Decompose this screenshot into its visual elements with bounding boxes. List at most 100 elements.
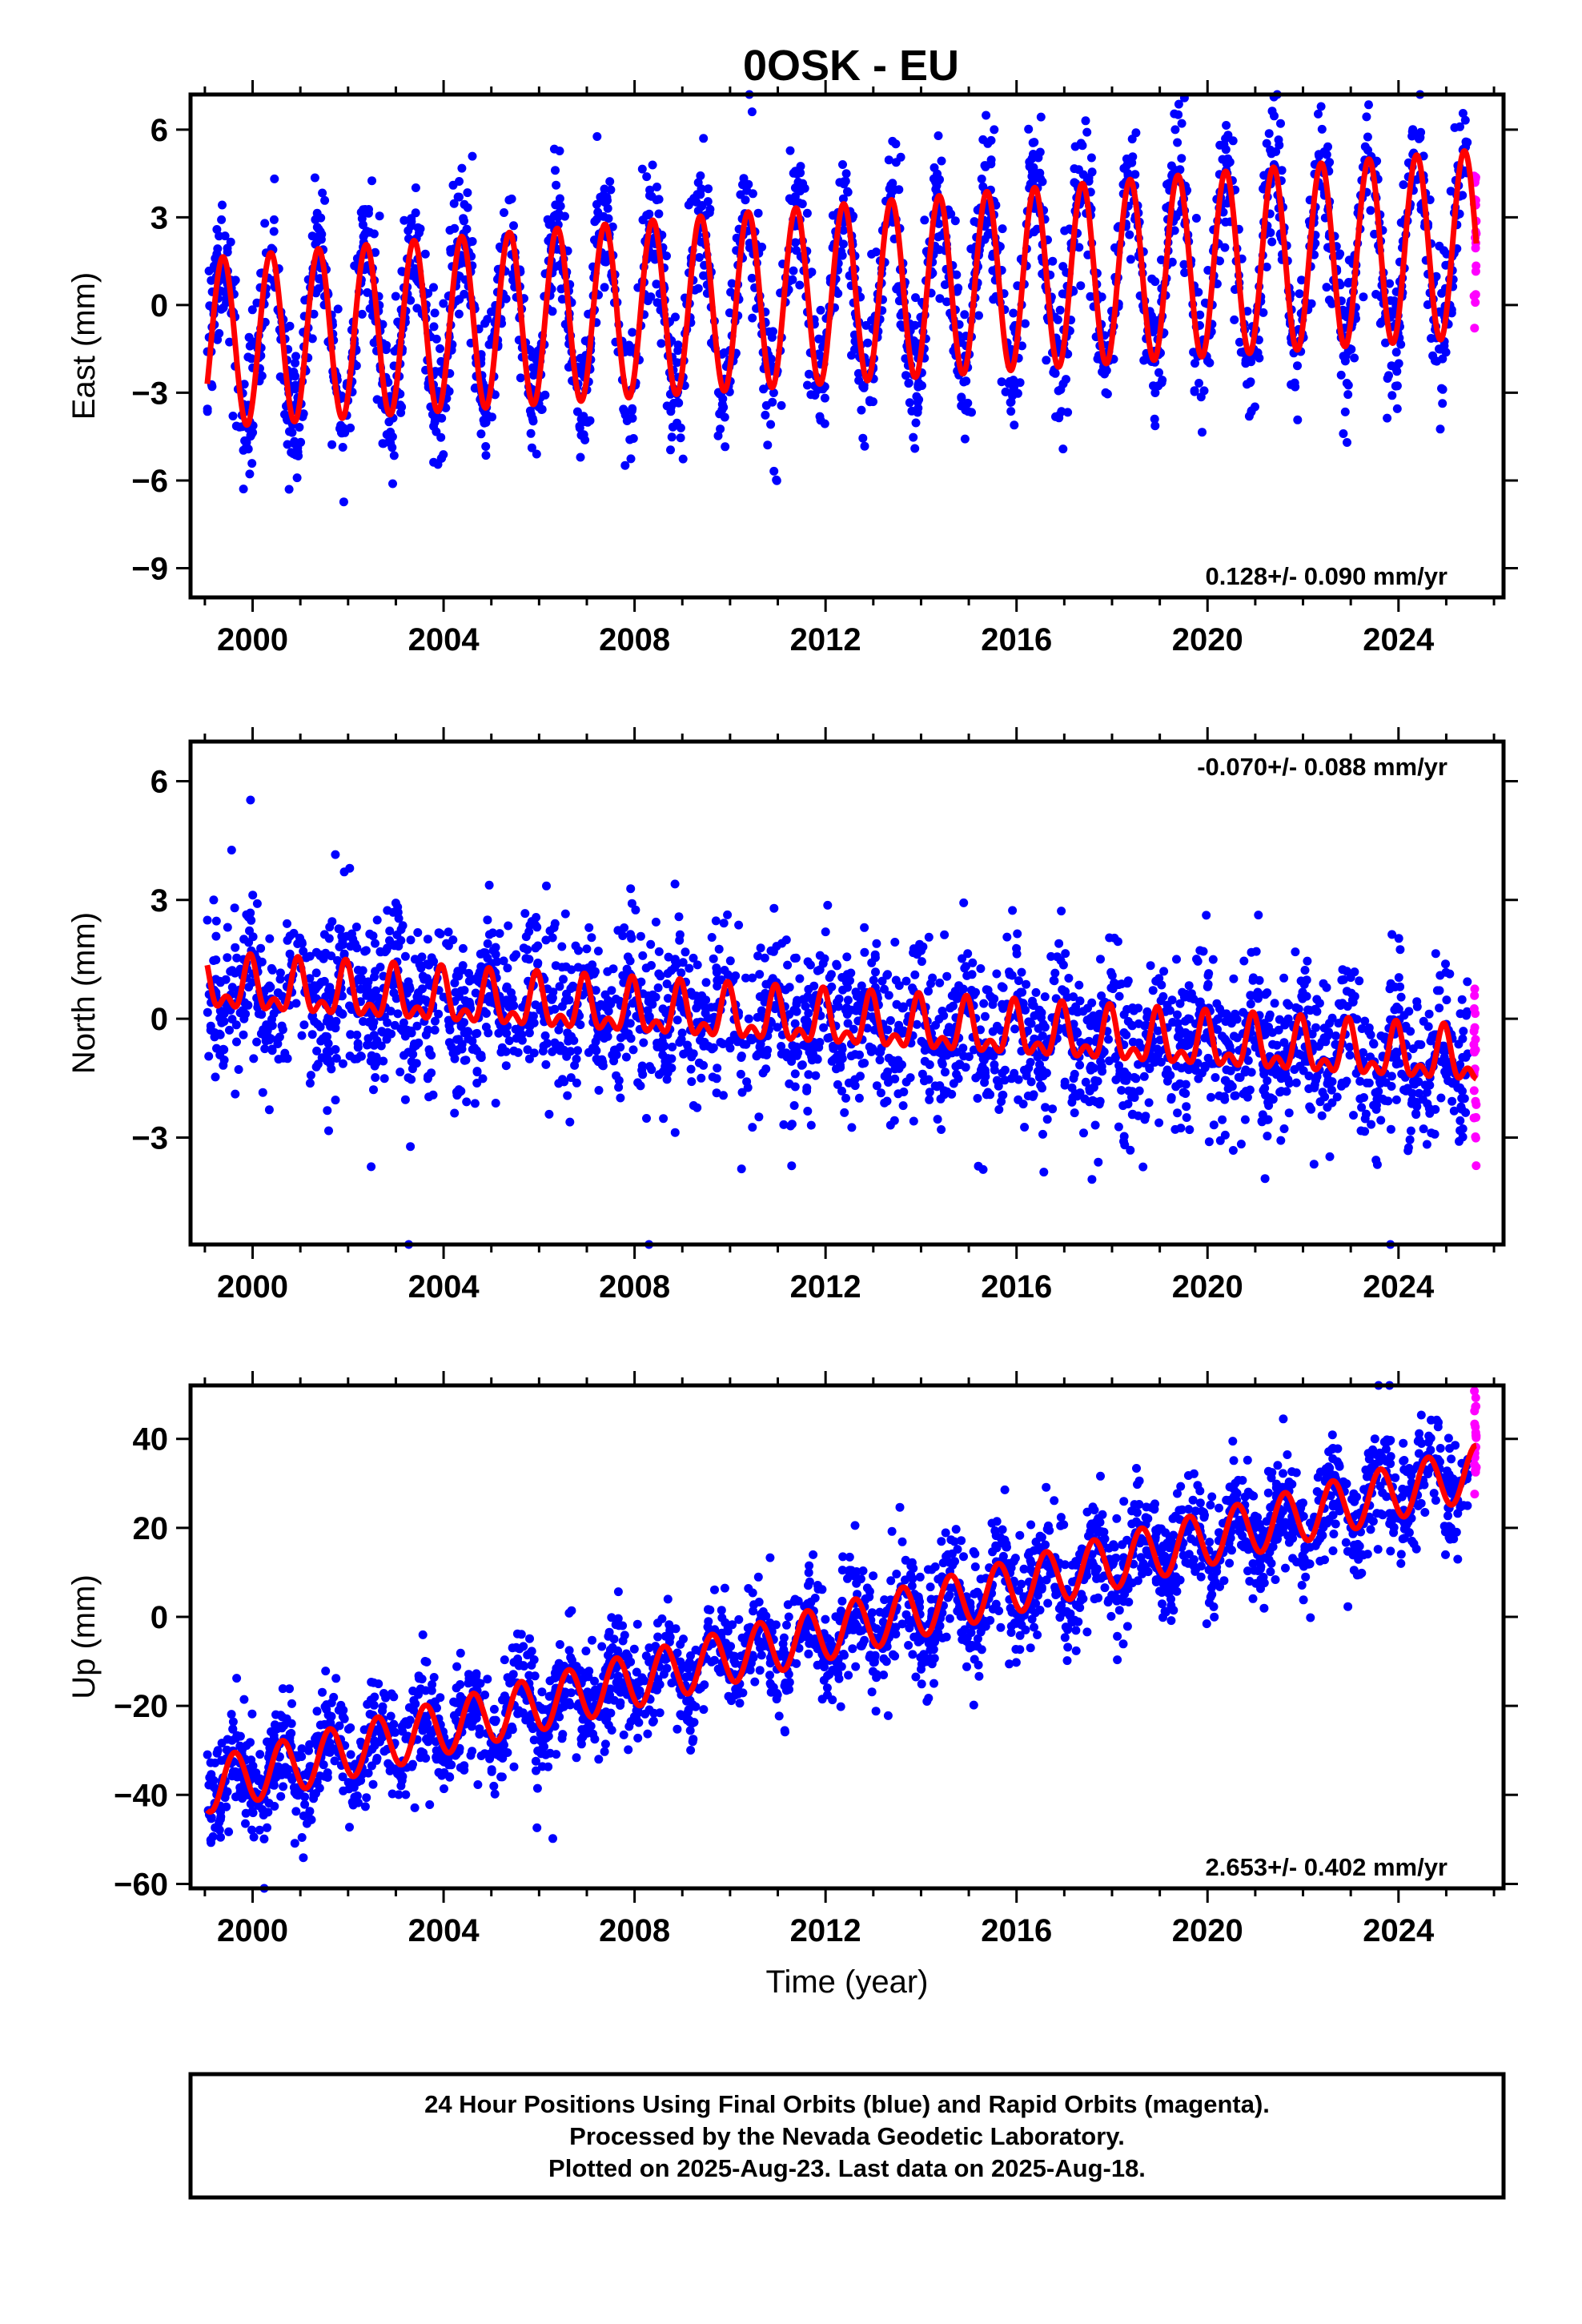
- final-orbit-point: [592, 215, 601, 224]
- final-orbit-point: [1102, 389, 1112, 399]
- final-orbit-point: [1459, 1027, 1468, 1036]
- final-orbit-point: [1054, 939, 1064, 948]
- final-orbit-point: [468, 151, 477, 161]
- final-orbit-point: [1131, 128, 1141, 138]
- final-orbit-point: [998, 224, 1007, 234]
- final-orbit-point: [269, 227, 279, 236]
- final-orbit-point: [1139, 356, 1149, 365]
- final-orbit-point: [1394, 973, 1403, 983]
- final-orbit-point: [439, 299, 448, 308]
- rapid-orbit-point: [1472, 261, 1481, 271]
- final-orbit-point: [331, 1045, 340, 1054]
- final-orbit-point: [206, 1021, 215, 1031]
- final-orbit-point: [1222, 1065, 1231, 1075]
- final-orbit-point: [1255, 975, 1264, 985]
- final-orbit-point: [869, 975, 878, 985]
- final-orbit-point: [942, 971, 952, 981]
- final-orbit-point: [1435, 1003, 1444, 1013]
- final-orbit-point: [753, 208, 763, 218]
- final-orbit-point: [1028, 138, 1038, 147]
- final-orbit-point: [501, 294, 511, 304]
- final-orbit-point: [654, 209, 664, 219]
- final-orbit-point: [1314, 109, 1323, 119]
- final-orbit-point: [213, 244, 223, 254]
- final-orbit-point: [905, 398, 914, 408]
- final-orbit-point: [756, 943, 765, 953]
- final-orbit-point: [712, 963, 721, 973]
- final-orbit-point: [321, 1031, 331, 1041]
- final-orbit-point: [926, 979, 935, 988]
- final-orbit-point: [369, 1085, 378, 1095]
- final-orbit-point: [998, 999, 1007, 1009]
- final-orbit-point: [1177, 154, 1186, 163]
- final-orbit-point: [1211, 1073, 1220, 1082]
- final-orbit-point: [754, 1112, 764, 1122]
- final-orbit-point: [1437, 288, 1447, 298]
- final-orbit-point: [957, 401, 966, 411]
- final-orbit-point: [795, 974, 805, 983]
- final-orbit-point: [820, 419, 829, 428]
- final-orbit-point: [356, 974, 366, 983]
- final-orbit-point: [642, 172, 652, 182]
- final-orbit-point: [217, 1018, 227, 1027]
- final-orbit-point: [896, 152, 905, 162]
- final-orbit-point: [694, 1058, 704, 1068]
- final-orbit-point: [323, 1106, 332, 1116]
- final-orbit-point: [400, 951, 410, 961]
- final-orbit-point: [260, 219, 270, 228]
- final-orbit-point: [790, 1069, 800, 1079]
- final-orbit-point: [265, 934, 275, 943]
- final-orbit-point: [769, 388, 778, 397]
- final-orbit-point: [1349, 1111, 1358, 1120]
- final-orbit-point: [1265, 1010, 1275, 1019]
- final-orbit-point: [429, 283, 438, 292]
- final-orbit-point: [686, 197, 696, 207]
- final-orbit-point: [871, 247, 881, 257]
- final-orbit-point: [990, 1065, 999, 1075]
- final-orbit-point: [787, 1161, 797, 1171]
- final-orbit-point: [306, 1071, 315, 1080]
- final-orbit-point: [748, 189, 757, 199]
- final-orbit-point: [1126, 255, 1135, 264]
- final-orbit-point: [734, 920, 744, 930]
- final-orbit-point: [806, 390, 816, 400]
- final-orbit-point: [1287, 380, 1296, 389]
- final-orbit-point: [819, 1023, 829, 1032]
- final-orbit-point: [1130, 1072, 1139, 1082]
- final-orbit-point: [1416, 127, 1426, 137]
- final-orbit-point: [1177, 119, 1186, 128]
- final-orbit-point: [283, 919, 291, 928]
- final-orbit-point: [470, 1099, 480, 1108]
- final-orbit-point: [1260, 1084, 1270, 1093]
- final-orbit-point: [946, 1024, 955, 1034]
- final-orbit-point: [1219, 1092, 1229, 1101]
- final-orbit-point: [1387, 930, 1397, 939]
- final-orbit-point: [1279, 1124, 1289, 1133]
- final-orbit-point: [909, 432, 918, 442]
- final-orbit-point: [833, 289, 843, 298]
- final-orbit-point: [910, 444, 920, 453]
- final-orbit-point: [917, 957, 926, 967]
- final-orbit-point: [538, 1047, 548, 1055]
- final-orbit-point: [204, 1051, 214, 1061]
- final-orbit-point: [454, 1035, 464, 1044]
- final-orbit-point: [249, 1054, 259, 1063]
- final-orbit-point: [368, 931, 378, 941]
- final-orbit-point: [737, 1051, 746, 1061]
- final-orbit-point: [1392, 381, 1402, 391]
- final-orbit-point: [1315, 999, 1324, 1008]
- final-orbit-point: [529, 1048, 539, 1058]
- final-orbit-point: [861, 320, 871, 330]
- final-orbit-point: [456, 1087, 466, 1096]
- final-orbit-point: [1438, 384, 1447, 394]
- final-orbit-point: [736, 1069, 745, 1079]
- final-orbit-point: [1303, 956, 1312, 966]
- final-orbit-point: [1040, 992, 1050, 1002]
- final-orbit-point: [1350, 967, 1359, 977]
- final-orbit-point: [1204, 1137, 1214, 1147]
- final-orbit-point: [1087, 998, 1097, 1007]
- final-orbit-point: [542, 881, 551, 891]
- final-orbit-point: [1419, 1016, 1428, 1026]
- final-orbit-point: [360, 229, 370, 239]
- final-orbit-point: [260, 1044, 270, 1054]
